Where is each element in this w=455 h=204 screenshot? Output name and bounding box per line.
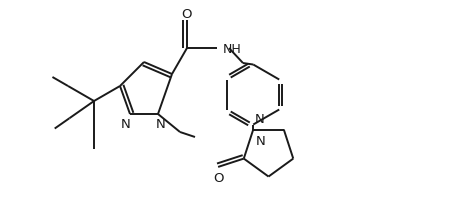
Text: N: N (255, 113, 264, 125)
Text: O: O (212, 172, 223, 185)
Text: N: N (155, 119, 165, 132)
Text: NH: NH (222, 42, 241, 55)
Text: N: N (121, 119, 130, 132)
Text: N: N (256, 134, 265, 147)
Text: O: O (182, 8, 192, 21)
